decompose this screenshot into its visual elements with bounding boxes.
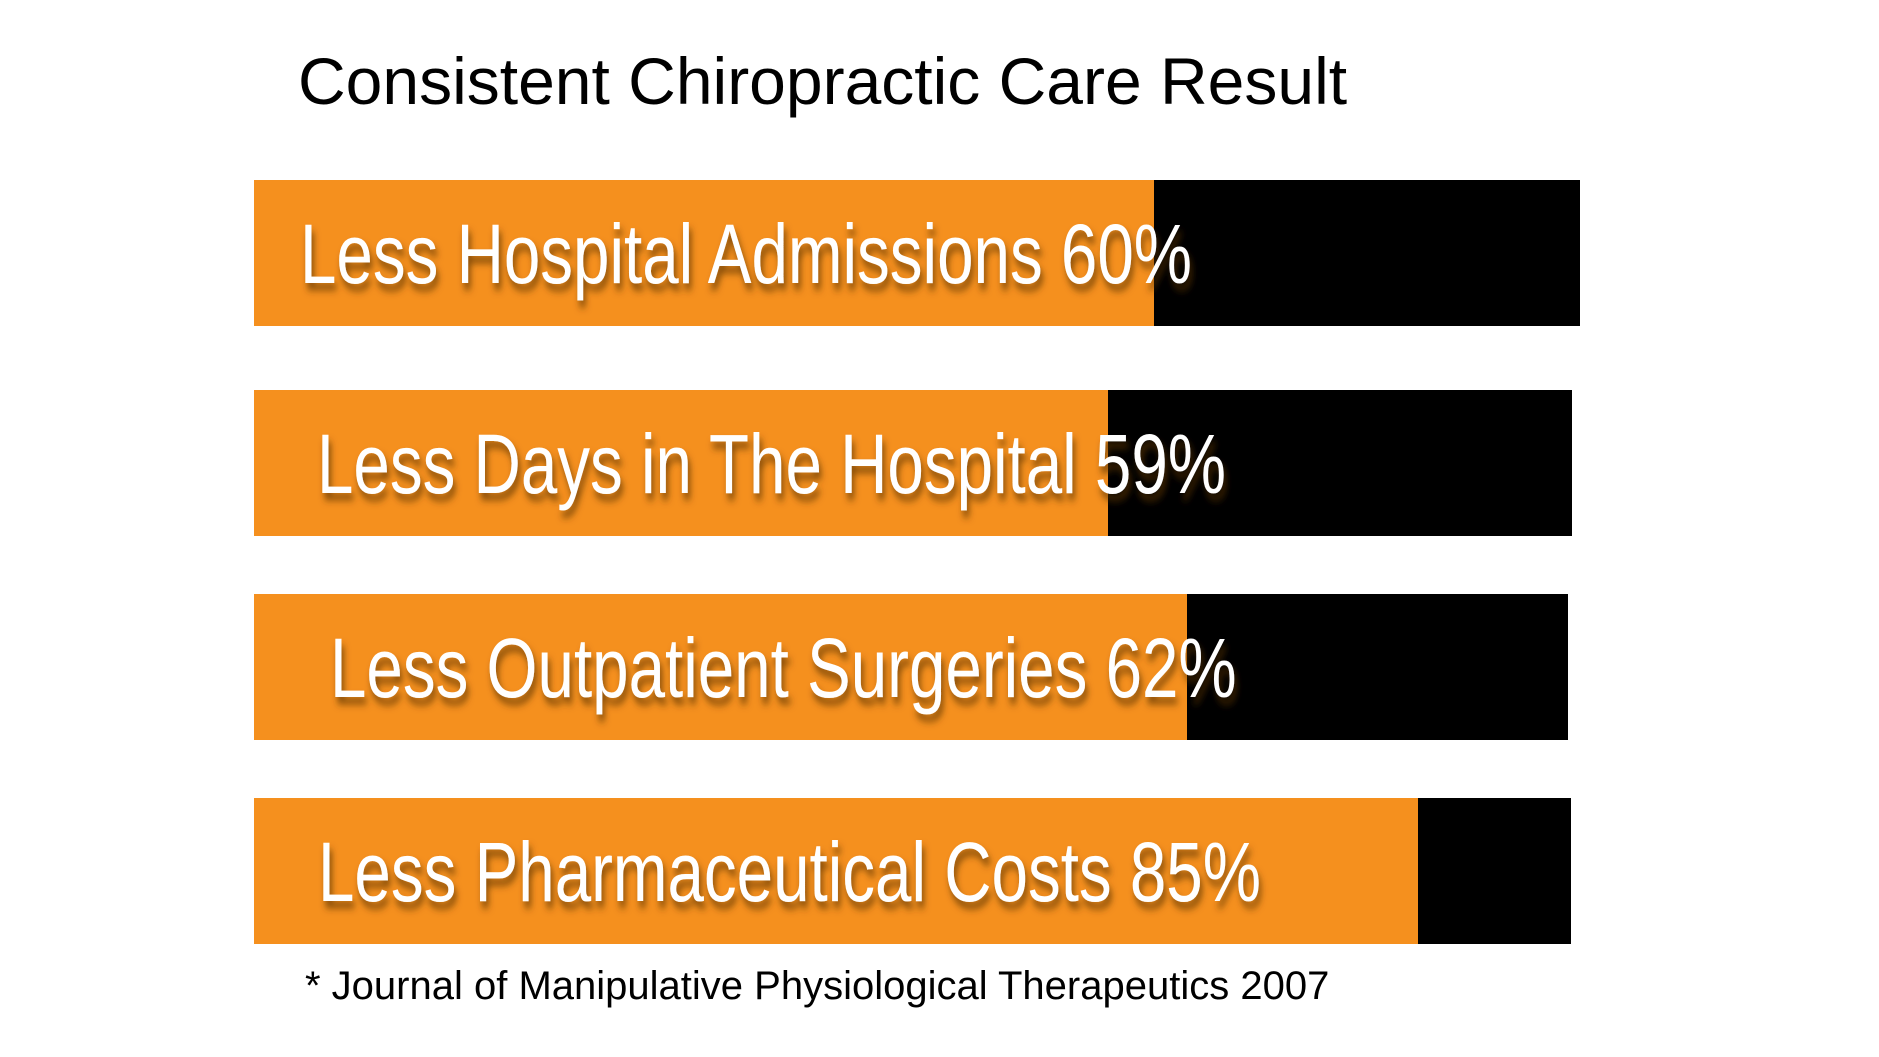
bar-label: Less Hospital Admissions 60%: [300, 207, 1192, 301]
bar-label: Less Days in The Hospital 59%: [317, 417, 1226, 511]
bar-label: Less Pharmaceutical Costs 85%: [318, 825, 1261, 919]
bar-fill: [254, 390, 1108, 536]
bar-label: Less Outpatient Surgeries 62%: [330, 621, 1237, 715]
bar-fill: [254, 798, 1418, 944]
bars-layer: Less Hospital Admissions 60% Less Days in…: [254, 180, 1580, 944]
source-footnote: * Journal of Manipulative Physiological …: [305, 964, 1330, 1008]
chart-title: Consistent Chiropractic Care Result: [298, 44, 1348, 118]
bar-fill: [254, 594, 1187, 740]
bar-row: Less Days in The Hospital 59%: [254, 390, 1572, 536]
bar-row: Less Outpatient Surgeries 62%: [254, 594, 1568, 740]
bar-row: Less Pharmaceutical Costs 85%: [254, 798, 1571, 944]
bar-fill: [254, 180, 1154, 326]
bar-row: Less Hospital Admissions 60%: [254, 180, 1580, 326]
